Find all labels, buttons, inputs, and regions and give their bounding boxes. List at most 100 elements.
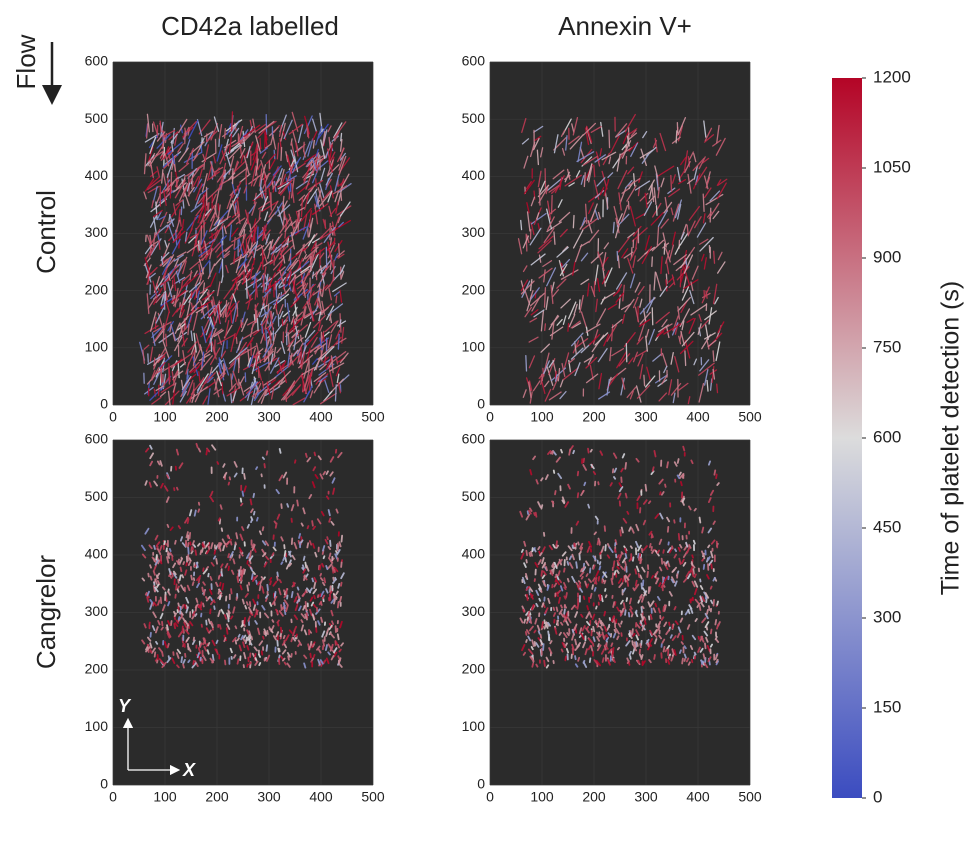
track bbox=[223, 546, 224, 550]
track bbox=[716, 660, 717, 663]
track bbox=[306, 590, 307, 592]
track bbox=[598, 540, 599, 544]
track bbox=[534, 549, 535, 551]
track bbox=[195, 510, 196, 515]
track bbox=[627, 598, 628, 601]
x-tick-label: 500 bbox=[361, 789, 385, 805]
track bbox=[151, 577, 152, 580]
track bbox=[635, 569, 636, 573]
track bbox=[689, 662, 690, 665]
track bbox=[177, 488, 178, 490]
track bbox=[538, 547, 539, 549]
x-tick-label: 500 bbox=[738, 789, 762, 805]
track bbox=[203, 638, 204, 642]
track bbox=[625, 562, 626, 566]
y-tick-label: 600 bbox=[462, 431, 486, 447]
track bbox=[665, 484, 666, 486]
x-tick-label: 300 bbox=[257, 789, 281, 805]
track bbox=[671, 176, 672, 192]
track bbox=[709, 606, 710, 610]
track bbox=[228, 554, 229, 557]
track bbox=[606, 595, 607, 597]
track bbox=[216, 559, 217, 564]
track bbox=[576, 562, 577, 568]
colorbar-tick-label: 0 bbox=[873, 787, 882, 806]
track bbox=[176, 584, 177, 589]
track bbox=[652, 576, 653, 578]
track bbox=[613, 648, 614, 654]
track bbox=[240, 585, 241, 589]
track bbox=[530, 470, 531, 474]
track bbox=[692, 555, 693, 557]
track bbox=[633, 557, 634, 560]
track bbox=[215, 550, 216, 554]
track bbox=[302, 523, 303, 525]
track bbox=[218, 543, 219, 546]
track bbox=[284, 636, 285, 638]
track bbox=[687, 658, 688, 661]
colorbar-tick-label: 450 bbox=[873, 517, 901, 536]
track bbox=[166, 548, 167, 551]
track bbox=[258, 582, 259, 585]
track bbox=[555, 491, 556, 494]
track bbox=[625, 576, 626, 581]
track bbox=[241, 320, 242, 327]
track bbox=[641, 621, 642, 624]
track bbox=[243, 600, 244, 604]
track bbox=[338, 334, 339, 349]
track bbox=[714, 251, 715, 263]
track bbox=[222, 383, 223, 394]
x-tick-label: 300 bbox=[257, 409, 281, 425]
track bbox=[547, 665, 549, 667]
track bbox=[715, 620, 716, 625]
track bbox=[672, 546, 673, 548]
track bbox=[270, 581, 271, 584]
track bbox=[692, 571, 693, 576]
track bbox=[604, 581, 605, 584]
y-direction-label: Y bbox=[118, 696, 132, 716]
track bbox=[717, 384, 718, 392]
track bbox=[219, 518, 220, 520]
track bbox=[604, 612, 605, 616]
x-tick-label: 500 bbox=[738, 409, 762, 425]
track bbox=[560, 181, 561, 189]
track bbox=[579, 583, 580, 587]
track bbox=[685, 351, 686, 366]
track bbox=[656, 206, 657, 215]
track bbox=[717, 542, 718, 548]
colorbar-tick-label: 600 bbox=[873, 427, 901, 446]
track bbox=[339, 542, 340, 546]
track bbox=[601, 621, 602, 626]
track bbox=[279, 659, 280, 664]
track bbox=[603, 632, 604, 638]
x-tick-label: 200 bbox=[582, 789, 606, 805]
track bbox=[267, 451, 268, 454]
track bbox=[231, 394, 232, 403]
track bbox=[202, 544, 203, 547]
track bbox=[250, 641, 251, 645]
track bbox=[251, 519, 252, 522]
track bbox=[195, 550, 196, 555]
x-tick-label: 400 bbox=[686, 409, 710, 425]
colorbar-gradient bbox=[832, 78, 862, 798]
track bbox=[220, 548, 221, 551]
track bbox=[561, 623, 562, 625]
track bbox=[701, 660, 702, 664]
track bbox=[224, 365, 225, 374]
track bbox=[336, 296, 337, 303]
track bbox=[170, 575, 171, 577]
track bbox=[322, 564, 323, 567]
track bbox=[651, 615, 652, 619]
track bbox=[647, 572, 648, 577]
track bbox=[664, 647, 665, 652]
track bbox=[662, 559, 663, 564]
track bbox=[272, 620, 273, 622]
track bbox=[238, 659, 239, 663]
track bbox=[593, 627, 594, 631]
track bbox=[523, 610, 524, 612]
track bbox=[267, 631, 268, 634]
track bbox=[568, 323, 569, 331]
track bbox=[711, 601, 712, 604]
track bbox=[584, 596, 585, 599]
track bbox=[557, 621, 558, 625]
